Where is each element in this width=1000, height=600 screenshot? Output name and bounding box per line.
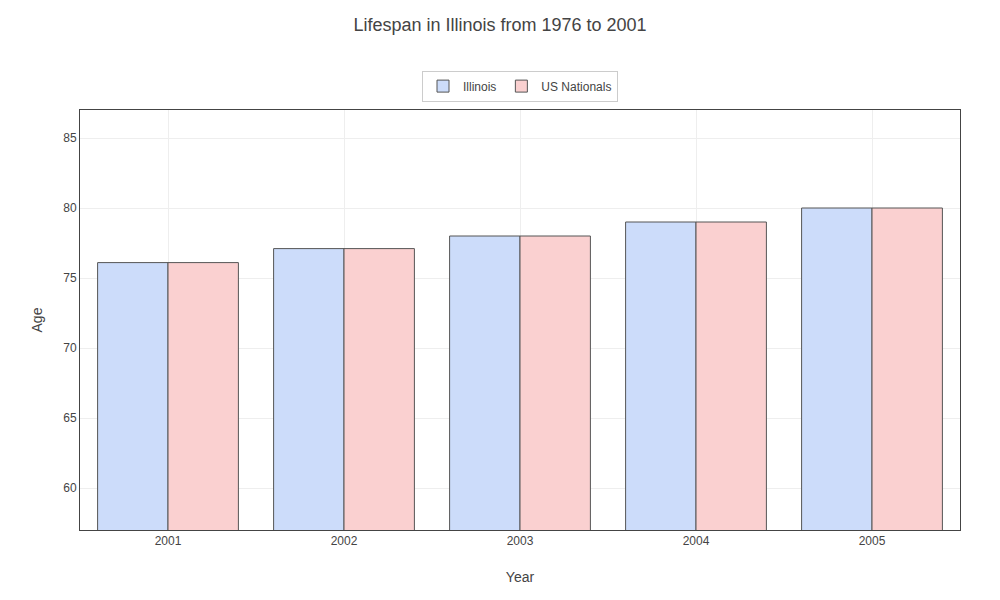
svg-text:2002: 2002: [331, 534, 358, 548]
svg-text:80: 80: [63, 201, 77, 215]
svg-text:2005: 2005: [859, 534, 886, 548]
svg-text:2001: 2001: [155, 534, 182, 548]
svg-text:Year: Year: [506, 569, 535, 585]
svg-text:2004: 2004: [683, 534, 710, 548]
svg-text:Illinois: Illinois: [463, 80, 496, 94]
svg-text:2003: 2003: [507, 534, 534, 548]
svg-text:60: 60: [63, 481, 77, 495]
svg-text:Age: Age: [29, 307, 45, 332]
svg-text:70: 70: [63, 341, 77, 355]
svg-text:Lifespan in Illinois from 1976: Lifespan in Illinois from 1976 to 2001: [353, 15, 646, 35]
svg-text:65: 65: [63, 411, 77, 425]
svg-text:US Nationals: US Nationals: [541, 80, 611, 94]
svg-text:75: 75: [63, 271, 77, 285]
svg-text:85: 85: [63, 131, 77, 145]
